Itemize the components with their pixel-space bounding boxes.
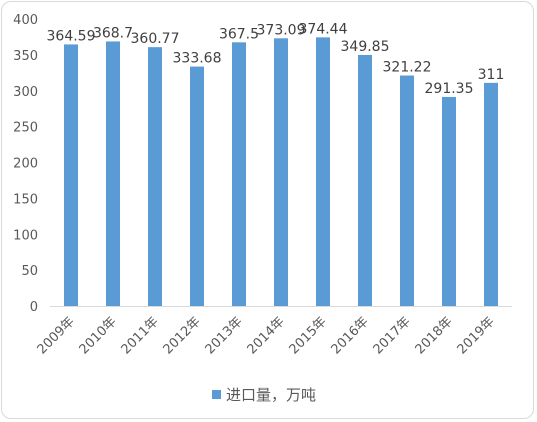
y-tick-label: 250 <box>13 121 38 136</box>
bar <box>316 37 330 307</box>
legend-swatch <box>212 390 221 399</box>
x-tick-label: 2011年 <box>119 314 162 357</box>
x-tick-label: 2019年 <box>455 314 498 357</box>
x-tick-label: 2017年 <box>371 314 414 357</box>
legend: 进口量，万吨 <box>212 386 316 404</box>
bar-series <box>64 37 498 307</box>
data-label: 367.5 <box>219 26 259 42</box>
data-label: 321.22 <box>383 60 432 76</box>
x-tick-label: 2010年 <box>77 314 120 357</box>
bar <box>442 96 456 306</box>
y-tick-label: 0 <box>30 300 38 315</box>
bar <box>358 54 372 307</box>
data-label: 333.68 <box>173 51 222 67</box>
legend-label: 进口量，万吨 <box>226 386 316 404</box>
bar <box>484 82 498 306</box>
x-tick-label: 2009年 <box>35 314 78 357</box>
x-tick-label: 2014年 <box>245 314 288 357</box>
bar <box>148 47 162 307</box>
y-tick-label: 400 <box>13 13 38 28</box>
y-tick-label: 150 <box>13 192 38 207</box>
y-tick-label: 50 <box>21 264 38 279</box>
y-tick-label: 350 <box>13 49 38 64</box>
bar <box>274 38 288 307</box>
data-label: 374.44 <box>299 21 348 37</box>
y-tick-label: 200 <box>13 157 38 172</box>
x-tick-label: 2013年 <box>203 314 246 357</box>
y-tick-label: 300 <box>13 85 38 100</box>
x-tick-label: 2018年 <box>413 314 456 357</box>
y-axis-ticks: 0 50 100 150 200 250 300 350 400 <box>13 13 38 315</box>
bar <box>106 41 120 306</box>
y-tick-label: 100 <box>13 228 38 243</box>
bar <box>232 42 246 306</box>
bar <box>190 66 204 307</box>
bar <box>400 75 414 306</box>
x-axis-categories: 2009年2010年2011年2012年2013年2014年2015年2016年… <box>35 314 498 357</box>
data-label: 291.35 <box>425 81 474 97</box>
data-label: 368.7 <box>93 25 133 41</box>
data-label: 373.09 <box>257 22 306 38</box>
x-tick-label: 2016年 <box>329 314 372 357</box>
x-tick-label: 2015年 <box>287 314 330 357</box>
bar <box>64 44 78 306</box>
data-label: 311 <box>478 67 505 83</box>
x-tick-label: 2012年 <box>161 314 204 357</box>
data-label: 360.77 <box>131 31 180 47</box>
data-label: 349.85 <box>341 39 390 55</box>
data-label: 364.59 <box>47 28 96 44</box>
